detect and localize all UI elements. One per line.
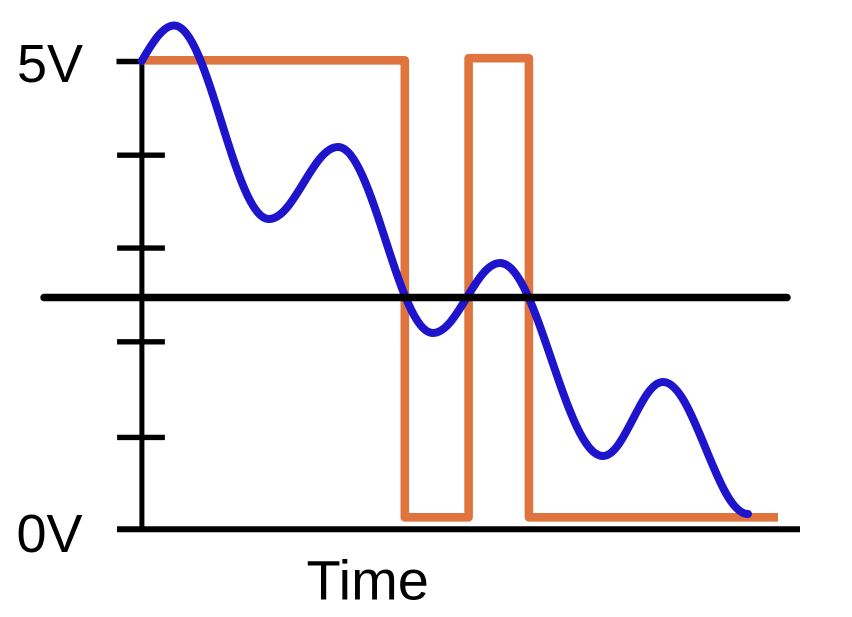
svg-text:0V: 0V xyxy=(17,504,83,564)
svg-text:5V: 5V xyxy=(17,34,83,94)
svg-text:Time: Time xyxy=(307,549,429,612)
